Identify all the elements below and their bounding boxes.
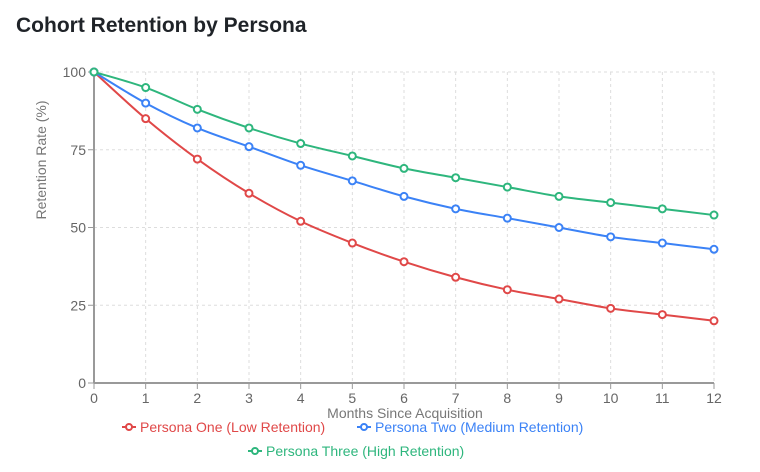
data-point [192, 123, 202, 133]
x-tick-label: 5 [348, 390, 356, 406]
x-tick-label: 7 [452, 390, 460, 406]
data-point [606, 303, 616, 313]
legend-entry: Persona Three (High Retention) [266, 443, 464, 459]
data-point [141, 98, 151, 108]
data-point [399, 191, 409, 201]
data-point [347, 151, 357, 161]
data-point [244, 188, 254, 198]
data-point [657, 204, 667, 214]
data-point [502, 213, 512, 223]
data-point [399, 257, 409, 267]
data-point [192, 154, 202, 164]
x-tick-label: 4 [297, 390, 305, 406]
data-point [192, 104, 202, 114]
data-point [657, 238, 667, 248]
data-point [709, 210, 719, 220]
data-point [606, 232, 616, 242]
data-point [296, 216, 306, 226]
x-tick-label: 9 [555, 390, 563, 406]
data-point [244, 123, 254, 133]
y-tick-label: 75 [70, 142, 86, 158]
data-point [554, 223, 564, 232]
x-tick-label: 0 [90, 390, 98, 406]
data-point [347, 238, 357, 248]
y-tick-label: 0 [78, 375, 86, 391]
x-tick-label: 2 [193, 390, 201, 406]
data-point [554, 191, 564, 201]
legend-marker-icon [125, 423, 133, 431]
data-point [296, 139, 306, 149]
x-tick-label: 8 [503, 390, 511, 406]
y-axis-label: Retention Rate (%) [33, 100, 49, 219]
data-point [451, 204, 461, 214]
data-point [606, 198, 616, 208]
y-tick-label: 25 [70, 297, 86, 313]
x-tick-label: 12 [706, 390, 722, 406]
data-point [657, 310, 667, 320]
chart-title: Cohort Retention by Persona [16, 14, 307, 37]
data-point [141, 114, 151, 124]
data-point [347, 176, 357, 186]
data-point [709, 244, 719, 254]
x-tick-label: 1 [142, 390, 150, 406]
x-tick-label: 10 [603, 390, 619, 406]
legend-marker-icon [360, 423, 368, 431]
data-point [451, 173, 461, 183]
x-tick-label: 3 [245, 390, 253, 406]
data-point [502, 285, 512, 295]
data-point [554, 294, 564, 304]
data-point [399, 163, 409, 173]
legend-entry: Persona Two (Medium Retention) [375, 419, 583, 435]
data-point [89, 67, 99, 77]
legend-marker-icon [251, 447, 259, 455]
data-point [451, 272, 461, 282]
x-axis-label: Months Since Acquisition [327, 405, 483, 421]
y-tick-label: 100 [63, 64, 87, 80]
y-tick-label: 50 [70, 220, 86, 236]
data-point [709, 316, 719, 326]
data-point [141, 83, 151, 93]
legend-entry: Persona One (Low Retention) [140, 419, 325, 435]
data-point [502, 182, 512, 192]
x-tick-label: 6 [400, 390, 408, 406]
data-point [296, 160, 306, 170]
data-point [244, 142, 254, 152]
x-tick-label: 11 [655, 390, 670, 406]
